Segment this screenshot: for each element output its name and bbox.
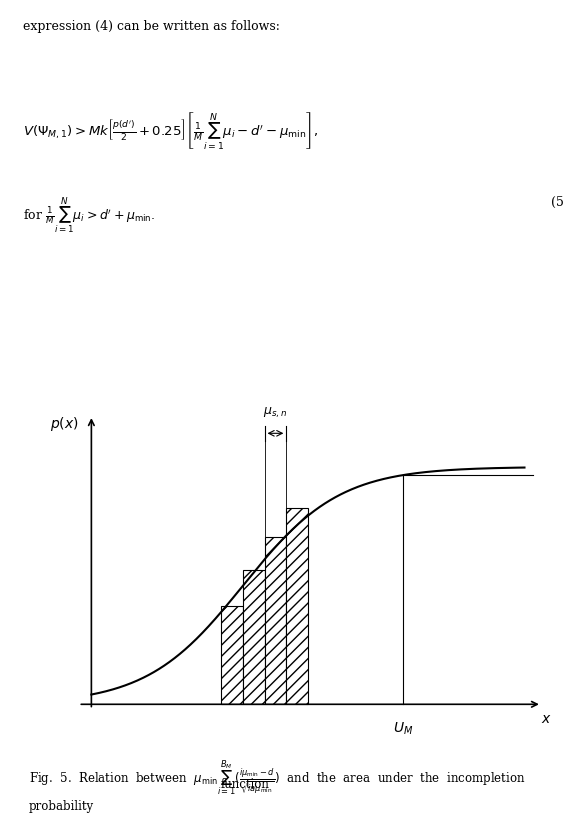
- Bar: [243, 570, 264, 704]
- Text: $p(x)$: $p(x)$: [50, 415, 78, 434]
- Text: for $\frac{1}{M}\sum_{i=1}^{N}\mu_i > d' + \mu_{\min}.$: for $\frac{1}{M}\sum_{i=1}^{N}\mu_i > d'…: [23, 196, 156, 236]
- Bar: [264, 536, 286, 704]
- Text: $V(\Psi_{M,1}) > Mk\left[\frac{p(d')}{2} + 0.25\right]\left[\frac{1}{M}\sum_{i=1: $V(\Psi_{M,1}) > Mk\left[\frac{p(d')}{2}…: [23, 109, 318, 151]
- Text: expression (4) can be written as follows:: expression (4) can be written as follows…: [23, 20, 280, 33]
- Text: Fig.  5.  Relation  between  $\mu_{\min}\sum_{i=1}^{B_M}(\frac{i\mu_{\min}-d}{\s: Fig. 5. Relation between $\mu_{\min}\sum…: [29, 758, 526, 813]
- Text: $U_M$: $U_M$: [393, 721, 413, 738]
- Text: $x$: $x$: [541, 712, 551, 726]
- Text: $\mu_{s,n}$: $\mu_{s,n}$: [263, 406, 288, 421]
- Bar: [221, 606, 243, 704]
- Bar: [286, 509, 308, 704]
- Text: function: function: [221, 778, 270, 791]
- Text: (5: (5: [551, 196, 564, 209]
